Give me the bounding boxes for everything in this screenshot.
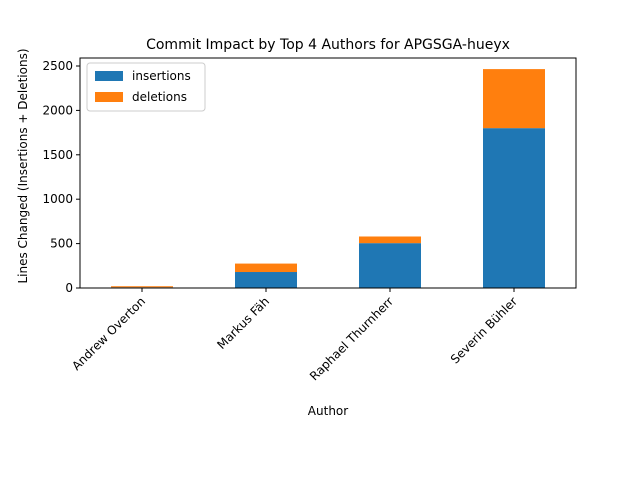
y-tick-label: 2500 [42, 59, 73, 73]
legend-label-insertions: insertions [132, 69, 191, 83]
bar-insertions-severin-buhler [483, 128, 545, 288]
bar-deletions-markus-fah [235, 263, 297, 273]
bar-deletions-severin-buhler [483, 69, 545, 129]
bar-insertions-raphael-thurnherr [359, 243, 421, 288]
y-tick-label: 2000 [42, 103, 73, 117]
bar-deletions-raphael-thurnherr [359, 236, 421, 244]
y-tick-label: 1500 [42, 148, 73, 162]
x-axis-label: Author [308, 404, 348, 418]
chart-title: Commit Impact by Top 4 Authors for APGSG… [146, 37, 510, 53]
y-axis-label: Lines Changed (Insertions + Deletions) [16, 48, 30, 283]
bar-deletions-andrew-overton [111, 286, 173, 288]
bar-insertions-markus-fah [235, 272, 297, 288]
y-tick-label: 1000 [42, 192, 73, 206]
bars-layer [111, 69, 545, 288]
legend-swatch-deletions [95, 92, 123, 102]
legend-swatch-insertions [95, 71, 123, 81]
legend: insertions deletions [86, 62, 206, 112]
y-tick-label: 500 [50, 237, 73, 251]
plot-area-frame [79, 57, 577, 289]
y-axis-ticks: 0 500 1000 1500 2000 2500 [42, 59, 80, 295]
legend-label-deletions: deletions [132, 90, 187, 104]
y-tick-label: 0 [65, 281, 73, 295]
